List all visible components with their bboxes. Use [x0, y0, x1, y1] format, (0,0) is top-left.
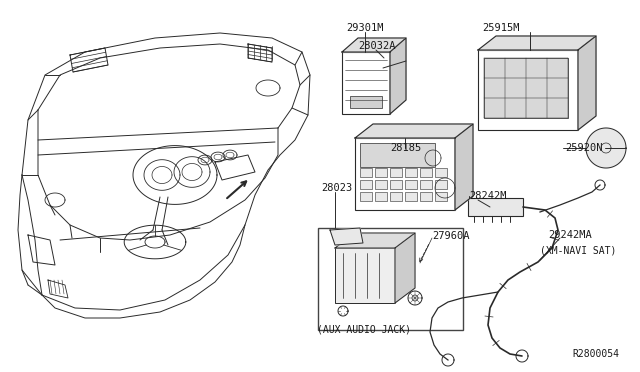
Bar	[335, 248, 395, 303]
Bar	[342, 52, 390, 114]
Text: 28185: 28185	[390, 143, 421, 153]
Bar	[468, 198, 523, 216]
Polygon shape	[355, 124, 473, 138]
Polygon shape	[335, 233, 415, 248]
Text: 28032A: 28032A	[358, 41, 396, 51]
Polygon shape	[455, 124, 473, 210]
Bar	[435, 168, 447, 177]
Bar	[360, 180, 372, 189]
Polygon shape	[586, 128, 626, 168]
Polygon shape	[478, 36, 596, 50]
Text: 25915M: 25915M	[482, 23, 520, 33]
Bar	[375, 192, 387, 201]
Bar	[478, 50, 578, 130]
Polygon shape	[390, 38, 406, 114]
Bar	[420, 192, 432, 201]
Bar	[360, 168, 372, 177]
Bar	[360, 143, 435, 167]
Bar	[420, 180, 432, 189]
Text: 29242MA: 29242MA	[548, 230, 592, 240]
Polygon shape	[395, 233, 415, 303]
Text: R2800054: R2800054	[572, 349, 619, 359]
Text: 25920N: 25920N	[565, 143, 602, 153]
Bar	[390, 168, 402, 177]
Bar	[350, 96, 382, 108]
Polygon shape	[578, 36, 596, 130]
Polygon shape	[330, 228, 363, 245]
Bar	[375, 180, 387, 189]
Bar	[405, 168, 417, 177]
Bar	[318, 228, 463, 330]
Bar	[420, 168, 432, 177]
Bar	[390, 180, 402, 189]
Text: 27960A: 27960A	[432, 231, 470, 241]
Bar	[390, 192, 402, 201]
Bar	[435, 180, 447, 189]
Bar	[435, 192, 447, 201]
Bar	[375, 168, 387, 177]
Polygon shape	[342, 38, 406, 52]
Bar	[355, 138, 455, 210]
Text: 28242M: 28242M	[469, 191, 506, 201]
Text: 28023: 28023	[321, 183, 352, 193]
Bar	[405, 192, 417, 201]
Bar	[360, 192, 372, 201]
Text: 29301M: 29301M	[346, 23, 383, 33]
Text: (AUX AUDIO JACK): (AUX AUDIO JACK)	[317, 325, 411, 335]
Text: (XM-NAVI SAT): (XM-NAVI SAT)	[540, 245, 616, 255]
Bar	[405, 180, 417, 189]
Bar	[484, 58, 568, 118]
